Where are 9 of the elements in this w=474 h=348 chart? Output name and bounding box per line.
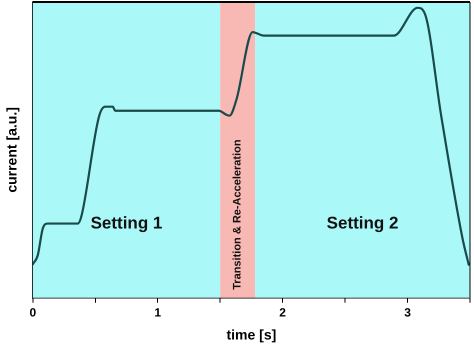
band-label: Transition & Re-Acceleration — [232, 139, 244, 290]
x-tick-label: 1 — [154, 305, 162, 320]
band-label: Setting 1 — [90, 214, 162, 233]
y-axis-title: current [a.u.] — [3, 107, 20, 193]
x-axis-title: time [s] — [226, 326, 276, 342]
band-label: Setting 2 — [326, 214, 398, 233]
x-tick-label: 3 — [404, 305, 412, 320]
x-tick-label: 0 — [29, 305, 36, 320]
x-tick-label: 2 — [279, 305, 286, 320]
